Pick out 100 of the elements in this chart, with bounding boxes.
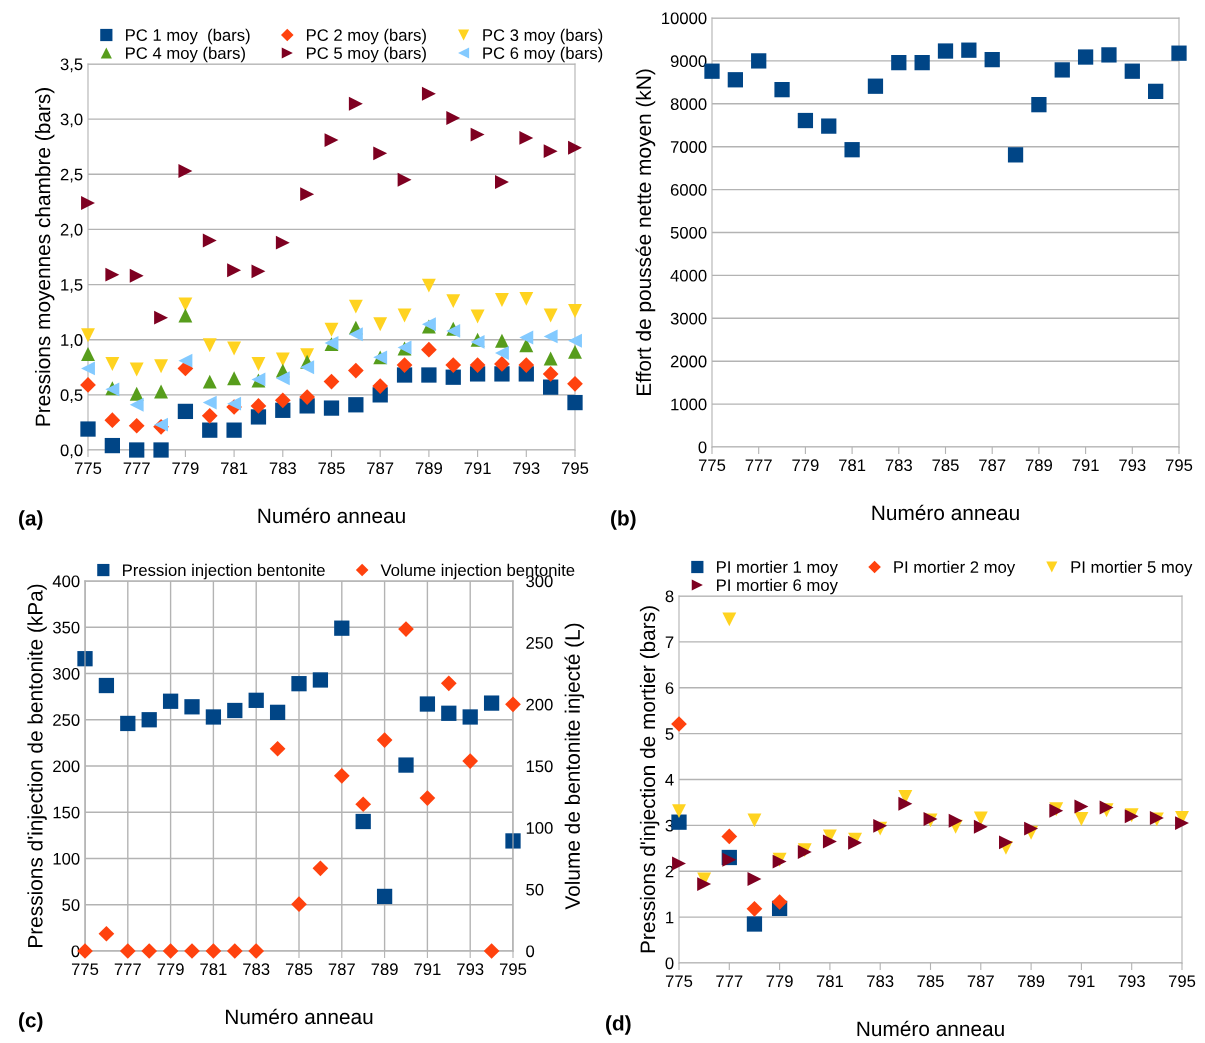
point: [334, 620, 350, 636]
y-tick-label: 4000: [670, 269, 707, 282]
point: [291, 896, 307, 912]
point: [347, 362, 364, 379]
y2-tick-label: 0: [526, 945, 535, 958]
point: [77, 651, 93, 667]
y-tick-label: 100: [53, 852, 80, 865]
point: [867, 78, 884, 94]
text: (a): [19, 510, 43, 530]
x-tick-label: 787: [967, 975, 994, 988]
y-axis-title: Pressions d'injection de mortier (bars): [639, 606, 660, 953]
point: [119, 943, 136, 959]
x-tick-label: 791: [1072, 459, 1099, 472]
point: [129, 397, 144, 412]
point: [202, 233, 217, 248]
y-tick-label: 3,0: [60, 113, 83, 128]
point: [141, 712, 157, 728]
point: [999, 835, 1013, 850]
point: [568, 304, 582, 318]
point: [1148, 83, 1164, 99]
point: [421, 341, 437, 358]
y-tick-label: 0: [665, 957, 674, 970]
point: [518, 357, 535, 373]
point: [202, 422, 218, 438]
x-tick-label: 785: [917, 975, 944, 988]
x-tick-label: 789: [1018, 975, 1045, 988]
point: [672, 856, 686, 871]
legend-label: PC 3 moy (bars): [483, 28, 603, 45]
point: [396, 357, 413, 373]
x-tick-label: 783: [243, 963, 270, 976]
y-tick-label: 1: [666, 911, 674, 924]
point: [495, 333, 509, 348]
point: [376, 732, 393, 748]
point: [348, 299, 363, 314]
point: [323, 400, 340, 416]
point: [269, 704, 286, 720]
y-tick-label: 0,5: [60, 389, 83, 404]
x-tick-label: 775: [698, 459, 726, 472]
point: [1124, 63, 1140, 79]
point: [445, 369, 461, 385]
text: (d): [606, 1015, 631, 1035]
point: [202, 395, 217, 410]
point: [494, 356, 510, 372]
x-tick-label: 775: [74, 462, 102, 475]
point: [844, 142, 860, 158]
legend-label: PC 4 moy (bars): [126, 46, 245, 63]
point: [914, 54, 930, 71]
point: [81, 196, 95, 210]
point: [483, 695, 500, 711]
x-tick-label: 777: [716, 975, 743, 987]
text: (c): [19, 1012, 43, 1032]
point: [495, 346, 509, 360]
point: [543, 144, 558, 159]
point: [104, 437, 120, 454]
point: [355, 796, 372, 813]
point: [178, 164, 193, 178]
point: [105, 267, 120, 282]
point: [202, 338, 217, 353]
y-tick-label: 50: [62, 899, 80, 911]
point: [373, 146, 388, 161]
y-tick-label: 8000: [670, 98, 707, 110]
x-tick-label: 789: [415, 462, 443, 475]
point: [722, 612, 737, 627]
x-axis-title: Numéro anneau: [857, 1020, 1004, 1037]
y2-tick-label: 150: [526, 760, 553, 773]
y-tick-label: 5: [665, 728, 674, 740]
point: [1175, 816, 1189, 831]
point: [299, 389, 316, 405]
y-tick-label: 2,0: [60, 223, 83, 238]
point: [227, 341, 242, 356]
y2-tick-label: 100: [526, 822, 553, 834]
point: [397, 172, 412, 187]
x-tick-label: 781: [200, 963, 227, 976]
y-tick-label: 1,5: [61, 279, 83, 293]
y-tick-label: 7000: [670, 141, 707, 153]
y-tick-label: 2: [665, 865, 674, 878]
point: [373, 317, 388, 332]
point: [419, 790, 436, 806]
point: [445, 357, 462, 373]
x-tick-label: 787: [328, 963, 355, 976]
point: [567, 394, 583, 411]
point: [797, 112, 814, 129]
y-tick-label: 0,0: [60, 444, 83, 459]
point: [937, 43, 954, 59]
x-tick-label: 787: [979, 459, 1006, 472]
legend-label: PC 2 moy (bars): [306, 28, 426, 45]
point: [822, 834, 837, 849]
x-tick-label: 795: [1165, 459, 1193, 472]
point: [1101, 47, 1117, 63]
point: [248, 943, 265, 959]
point: [226, 422, 242, 438]
point: [129, 362, 144, 377]
point: [505, 696, 521, 713]
point: [1007, 147, 1024, 163]
point: [1077, 49, 1094, 65]
point: [104, 412, 121, 429]
x-tick-label: 779: [157, 963, 184, 976]
point: [421, 367, 437, 383]
x-tick-label: 779: [792, 459, 819, 472]
point: [948, 813, 963, 828]
